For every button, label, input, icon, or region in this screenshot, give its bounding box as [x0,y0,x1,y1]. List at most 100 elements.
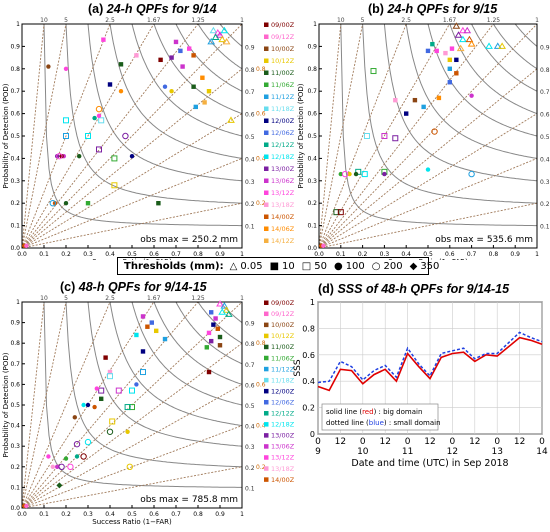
csi-curve [340,23,537,227]
bias-top-label: 1 [535,17,539,24]
point-open-circle [73,440,81,448]
threshold-value: 10 [282,260,295,272]
point-triangle [220,26,229,34]
point-triangle [454,31,463,38]
y-tick-label: 1 [16,299,20,306]
bias-line [21,301,67,509]
legend-swatch [264,422,269,427]
point-filled-square [191,84,196,89]
y-tick-label: 0.6 [307,111,317,118]
point-filled-square [162,336,168,342]
point-filled-circle [50,464,55,469]
y-tick-label: 0.0 [307,245,317,252]
y-tick-label: 0.6 [10,381,20,388]
bias-line [21,23,111,249]
obs-max-annotation: obs max = 250.2 mm [140,235,238,245]
bias-right-label: 0.8 [256,66,266,73]
point-filled-circle [338,171,343,177]
point-filled-square [449,46,455,51]
point-triangle [222,306,231,313]
bias-top-label: 5 [64,17,68,24]
point-open-square [361,171,368,178]
bias-top-label: 2.5 [105,295,115,302]
x-tick-label: 0.4 [105,251,115,258]
point-filled-circle [46,64,51,69]
point-filled-circle [77,153,82,159]
csi-curve [219,301,243,324]
y-axis-label: Probability of Detection (POD) [2,352,10,457]
bias-line [21,301,155,509]
x-tick-label: 0.5 [423,251,433,258]
bias-line [21,113,243,249]
diamond-icon: ◆ [409,260,418,272]
point-triangle [458,35,467,43]
csi-label: 0.8 [540,67,550,74]
legend-label: 14/06Z [271,225,295,233]
point-filled-circle [321,243,326,248]
bias-line [21,301,45,509]
series-line-small-domain [317,331,543,384]
legend-label: 11/06Z [271,354,295,362]
point-open-circle [56,152,63,160]
bias-line [21,202,243,249]
legend-swatch [264,178,269,183]
legend-swatch [264,238,269,243]
legend-swatch [264,399,269,405]
point-triangle [216,31,224,38]
thresholds-label: Thresholds (mm): [124,260,224,272]
legend-label: 09/00Z [271,299,295,307]
point-open-square [115,387,122,394]
x-tick-label: 0.6 [149,511,159,518]
point-filled-square [412,97,418,103]
csi-label: 0.5 [540,134,550,141]
csi-curve [405,23,538,159]
legend-label: 12/06Z [271,398,295,406]
legend-swatch [264,46,269,51]
legend-swatch [264,130,269,135]
x-tick-label: 12 [335,437,346,447]
performance-diagram-b: 0.1 0.2 0.3 0.4 0.5 0.6 0.7 0.8 0.9 10 5 2.5 1.67 1.2… [297,17,550,260]
legend-label: 10/00Z [271,45,295,53]
x-tick-label: 0.1 [39,251,49,258]
x-tick-label: 12 [514,437,525,447]
legend-label: 11/00Z [271,343,295,351]
bias-right-label: 0.2 [256,200,266,207]
bias-right-label: 0.6 [256,111,266,118]
panel-d-prefix: (d) [318,282,334,296]
x-tick-label: 1 [240,251,244,258]
point-filled-square [434,48,439,54]
legend-swatch [264,154,269,159]
point-filled-square [393,97,398,103]
bias-line [21,301,111,509]
point-filled-square [447,57,452,63]
point-open-circle [431,128,438,135]
x-tick-label: 0.3 [83,251,93,258]
legend-text: ) : big domain [374,408,423,416]
point-filled-circle [382,171,387,177]
legend-swatch [264,300,269,305]
legend-color-word: blue [369,419,384,427]
x-tick-label: 0.7 [171,511,181,518]
point-filled-circle [162,84,168,89]
bias-right-label: 0.6 [256,381,266,388]
point-triangle [458,26,467,34]
point-filled-square [85,201,91,206]
point-filled-circle [94,386,100,391]
csi-label: 0.7 [245,89,255,96]
obs-max-annotation: obs max = 535.6 mm [435,235,533,245]
csi-curve [153,301,243,385]
bias-line [318,113,538,249]
y-axis-label: Probability of Detection (POD) [297,83,305,188]
filled-circle-icon: ● [333,260,343,272]
x-tick-date-label: 13 [491,447,502,457]
y-tick-label: 0.4 [10,155,20,162]
open-circle-icon: ○ [371,260,381,272]
x-tick-label: 0.9 [215,511,225,518]
legend-label: 10/12Z [271,332,295,340]
point-triangle [498,42,507,49]
csi-label: 0.8 [245,67,255,74]
legend-swatch [264,388,269,394]
legend-label: 13/06Z [271,443,295,451]
csi-curve [153,23,243,115]
